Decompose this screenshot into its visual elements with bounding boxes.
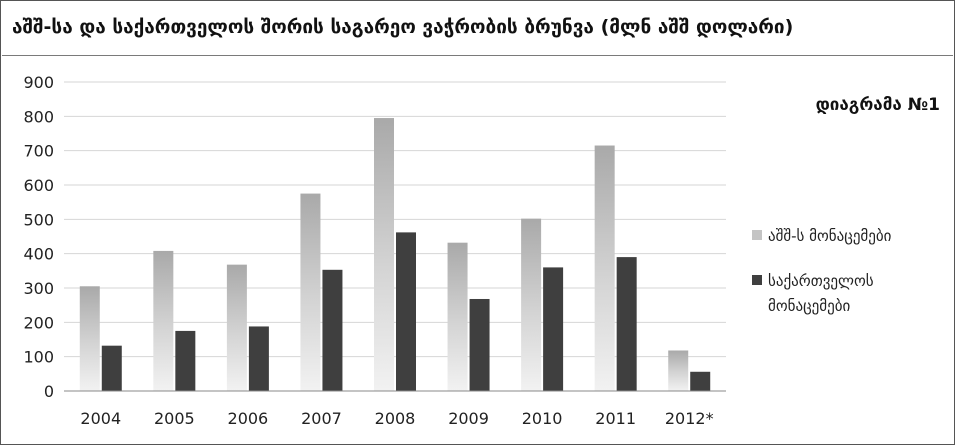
legend-label-series-2-line-1: საქართველოს <box>768 272 874 290</box>
bar-usa-2008 <box>374 118 394 392</box>
x-tick-label: 2012* <box>665 409 714 428</box>
y-tick-label: 800 <box>23 107 54 126</box>
bar-georgia-2004 <box>101 345 122 391</box>
gridlines <box>64 81 726 358</box>
bar-usa-2004 <box>79 286 100 391</box>
bar-georgia-2010 <box>543 267 564 391</box>
x-tick-label: 2005 <box>154 409 195 428</box>
x-tick-label: 2009 <box>448 409 489 428</box>
legend-label-series-2-line-2: მონაცემები <box>768 297 850 315</box>
bar-georgia-2011 <box>616 257 637 391</box>
x-tick-label: 2006 <box>228 409 269 428</box>
bar-georgia-2006 <box>248 326 269 391</box>
x-axis-ticks: 2004 2005 2006 2007 2008 2009 2010 2011 2012* <box>80 409 713 428</box>
y-tick-label: 0 <box>44 382 54 401</box>
x-tick-label: 2004 <box>80 409 121 428</box>
bar-georgia-2012* <box>690 371 711 391</box>
legend-label-series-1: აშშ-ს მონაცემები <box>768 227 892 245</box>
y-tick-label: 700 <box>23 142 54 161</box>
bar-usa-2012* <box>668 350 689 391</box>
bar-usa-2009 <box>447 242 468 391</box>
bars <box>79 118 711 392</box>
chart-title: აშშ-სა და საქართველოს შორის საგარეო ვაჭრ… <box>12 16 794 38</box>
bar-usa-2006 <box>226 264 247 391</box>
x-tick-label: 2010 <box>522 409 563 428</box>
bar-usa-2011 <box>594 145 615 391</box>
bar-georgia-2009 <box>469 298 490 391</box>
legend-swatch-series-1 <box>752 230 762 240</box>
bar-georgia-2007 <box>322 269 343 391</box>
y-tick-label: 100 <box>23 348 54 367</box>
y-tick-label: 900 <box>23 73 54 92</box>
legend: აშშ-ს მონაცემები საქართველოს მონაცემები <box>752 227 892 315</box>
legend-swatch-series-2 <box>752 275 762 285</box>
x-tick-label: 2011 <box>595 409 636 428</box>
legend-label-series-2: საქართველოს მონაცემები <box>768 272 878 315</box>
bar-usa-2010 <box>521 218 542 391</box>
x-tick-label: 2008 <box>375 409 416 428</box>
bar-usa-2007 <box>300 193 321 391</box>
y-axis-ticks: 0 100 200 300 400 500 600 700 800 900 <box>23 73 54 401</box>
title-bar: აშშ-სა და საქართველოს შორის საგარეო ვაჭრ… <box>2 2 953 56</box>
bar-georgia-2008 <box>396 232 416 391</box>
bar-usa-2005 <box>153 250 174 391</box>
y-tick-label: 400 <box>23 245 54 264</box>
x-tick-label: 2007 <box>301 409 342 428</box>
chart-subtitle: დიაგრამა №1 <box>816 95 940 115</box>
y-tick-label: 300 <box>23 279 54 298</box>
bar-georgia-2005 <box>175 330 196 391</box>
y-tick-label: 500 <box>23 210 54 229</box>
y-tick-label: 200 <box>23 313 54 332</box>
y-tick-label: 600 <box>23 176 54 195</box>
